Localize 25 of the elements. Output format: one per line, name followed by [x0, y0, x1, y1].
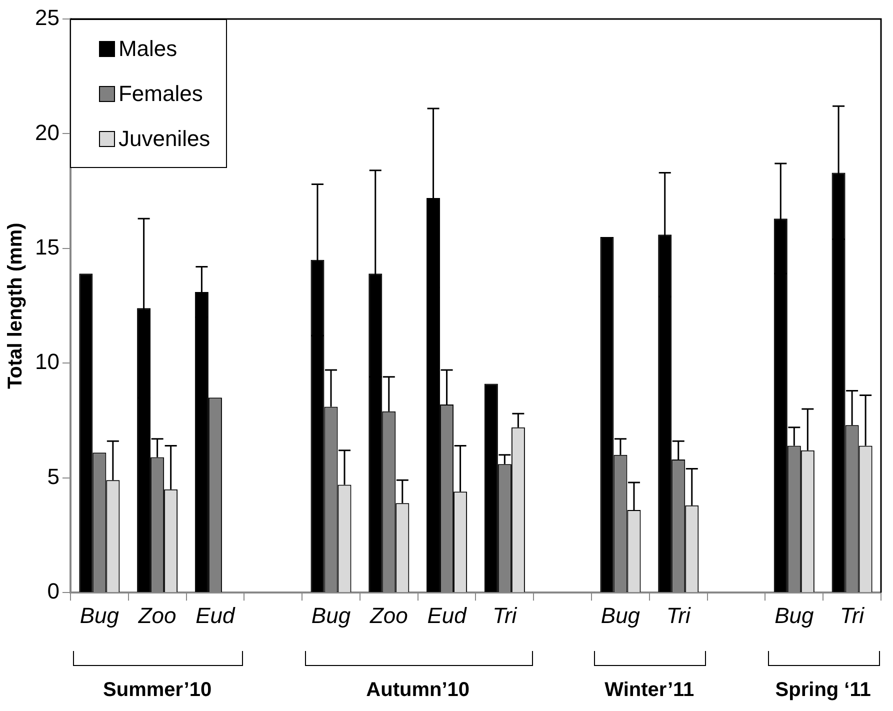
legend-label: Females: [118, 80, 203, 106]
x-tick-label: Zoo: [368, 602, 408, 628]
y-axis-title: Total length (mm): [4, 222, 27, 389]
text: Spring ‘11: [775, 678, 871, 702]
x-tick-label: Eud: [427, 602, 468, 628]
x-tick-label: Bug: [774, 602, 814, 628]
legend-label: Males: [118, 36, 178, 62]
y-tick-label: 25: [34, 5, 60, 30]
text: Winter’11: [604, 678, 694, 702]
text: Summer’10: [103, 678, 212, 702]
x-tick-label: Zoo: [137, 602, 176, 628]
x-tick-label: Tri: [492, 602, 518, 628]
x-tick-label: Tri: [666, 602, 692, 628]
y-tick-label: 15: [34, 234, 60, 260]
legend-label: Juveniles: [118, 126, 210, 152]
y-tick-label: 5: [47, 464, 60, 489]
x-tick-label: Eud: [196, 602, 236, 628]
x-tick-label: Bug: [311, 602, 352, 628]
y-tick-label: 20: [34, 120, 60, 145]
x-tick-label: Bug: [80, 602, 120, 628]
text: Autumn’10: [366, 678, 470, 702]
x-tick-label: Tri: [840, 602, 866, 628]
x-tick-label: Bug: [600, 602, 641, 628]
y-tick-label: 10: [34, 349, 60, 374]
y-tick-label: 0: [47, 578, 60, 604]
